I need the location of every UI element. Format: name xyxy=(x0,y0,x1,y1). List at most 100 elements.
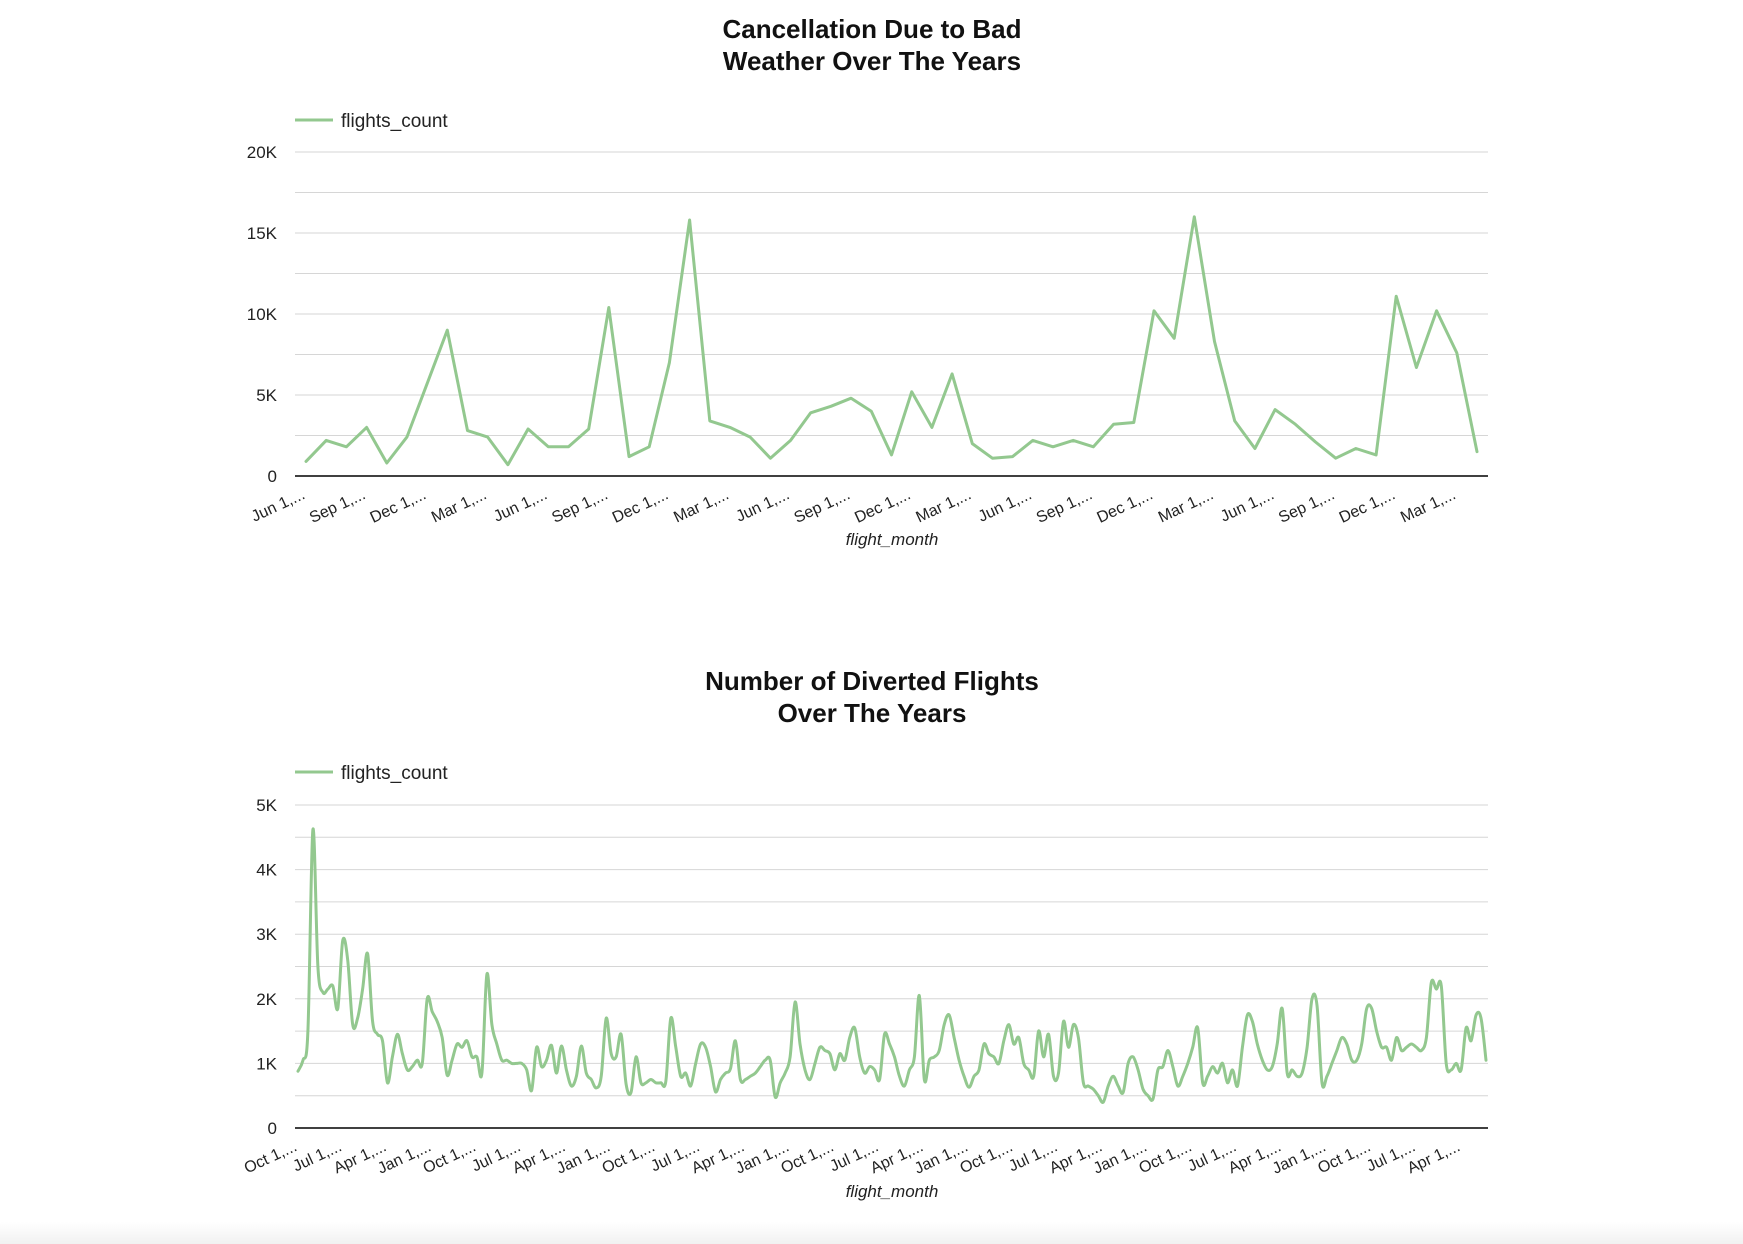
data-point[interactable] xyxy=(1333,455,1339,461)
data-point[interactable] xyxy=(862,1070,868,1076)
chart-legend[interactable]: flights_count xyxy=(295,111,448,132)
data-point[interactable] xyxy=(1175,1083,1181,1089)
data-point[interactable] xyxy=(628,1090,634,1096)
data-point[interactable] xyxy=(966,1084,972,1090)
data-point[interactable] xyxy=(1232,418,1238,424)
data-point[interactable] xyxy=(1483,1057,1489,1063)
data-point[interactable] xyxy=(817,1044,823,1050)
series-line-flights-count[interactable] xyxy=(304,215,1479,467)
data-point[interactable] xyxy=(1279,1006,1285,1012)
data-point[interactable] xyxy=(414,1057,420,1063)
data-point[interactable] xyxy=(1244,1012,1250,1018)
data-point[interactable] xyxy=(961,1073,967,1079)
data-point[interactable] xyxy=(643,1080,649,1086)
data-point[interactable] xyxy=(946,1012,952,1018)
data-point[interactable] xyxy=(419,1060,425,1066)
data-point[interactable] xyxy=(1404,1044,1410,1050)
data-point[interactable] xyxy=(936,1048,942,1054)
data-point[interactable] xyxy=(1264,1067,1270,1073)
data-point[interactable] xyxy=(1070,437,1076,443)
data-point[interactable] xyxy=(404,434,410,440)
data-point[interactable] xyxy=(1339,1035,1345,1041)
data-point[interactable] xyxy=(1210,1064,1216,1070)
data-point[interactable] xyxy=(1041,1054,1047,1060)
series-line-flights-count[interactable] xyxy=(296,827,1488,1104)
data-point[interactable] xyxy=(757,1064,763,1070)
data-point[interactable] xyxy=(728,1066,734,1072)
data-point[interactable] xyxy=(1294,1073,1300,1079)
data-point[interactable] xyxy=(1195,1025,1201,1031)
data-point[interactable] xyxy=(1031,1073,1037,1079)
data-point[interactable] xyxy=(1374,1028,1380,1034)
data-point[interactable] xyxy=(708,1064,714,1070)
data-point[interactable] xyxy=(1474,449,1480,455)
data-point[interactable] xyxy=(424,996,430,1002)
data-point[interactable] xyxy=(1151,308,1157,314)
data-point[interactable] xyxy=(464,1038,470,1044)
data-point[interactable] xyxy=(951,1035,957,1041)
data-point[interactable] xyxy=(323,437,329,443)
data-point[interactable] xyxy=(549,1042,555,1048)
data-point[interactable] xyxy=(1292,421,1298,427)
data-point[interactable] xyxy=(1080,1080,1086,1086)
data-point[interactable] xyxy=(474,1054,480,1060)
data-point[interactable] xyxy=(989,455,995,461)
data-point[interactable] xyxy=(797,1041,803,1047)
data-point[interactable] xyxy=(300,1057,306,1063)
data-point[interactable] xyxy=(1075,1035,1081,1041)
data-point[interactable] xyxy=(583,1070,589,1076)
data-point[interactable] xyxy=(524,1067,530,1073)
data-point[interactable] xyxy=(1299,1070,1305,1076)
data-point[interactable] xyxy=(767,455,773,461)
data-point[interactable] xyxy=(525,426,531,432)
data-point[interactable] xyxy=(350,1022,356,1028)
data-point[interactable] xyxy=(1036,1028,1042,1034)
data-point[interactable] xyxy=(812,1060,818,1066)
data-point[interactable] xyxy=(889,452,895,458)
data-point[interactable] xyxy=(1468,1038,1474,1044)
data-point[interactable] xyxy=(355,1015,361,1021)
data-point[interactable] xyxy=(489,1022,495,1028)
data-point[interactable] xyxy=(1155,1067,1161,1073)
data-point[interactable] xyxy=(1030,437,1036,443)
data-point[interactable] xyxy=(485,434,491,440)
data-point[interactable] xyxy=(544,1057,550,1063)
data-point[interactable] xyxy=(867,1064,873,1070)
data-point[interactable] xyxy=(1274,1041,1280,1047)
data-point[interactable] xyxy=(909,389,915,395)
data-point[interactable] xyxy=(1413,365,1419,371)
data-point[interactable] xyxy=(1373,452,1379,458)
data-point[interactable] xyxy=(906,1067,912,1073)
data-point[interactable] xyxy=(1478,1015,1484,1021)
data-point[interactable] xyxy=(1259,1057,1265,1063)
data-point[interactable] xyxy=(911,1054,917,1060)
data-point[interactable] xyxy=(1313,439,1319,445)
data-point[interactable] xyxy=(887,1041,893,1047)
data-point[interactable] xyxy=(1314,1002,1320,1008)
data-point[interactable] xyxy=(742,1077,748,1083)
data-point[interactable] xyxy=(788,437,794,443)
data-point[interactable] xyxy=(1021,1060,1027,1066)
data-point[interactable] xyxy=(1329,1060,1335,1066)
data-point[interactable] xyxy=(718,1077,724,1083)
data-point[interactable] xyxy=(578,1043,584,1049)
data-point[interactable] xyxy=(343,444,349,450)
data-point[interactable] xyxy=(1393,293,1399,299)
data-point[interactable] xyxy=(1369,1006,1375,1012)
data-point[interactable] xyxy=(857,1054,863,1060)
data-point[interactable] xyxy=(320,989,326,995)
data-point[interactable] xyxy=(365,951,371,957)
data-point[interactable] xyxy=(519,1060,525,1066)
data-point[interactable] xyxy=(1249,1018,1255,1024)
data-point[interactable] xyxy=(956,1057,962,1063)
data-point[interactable] xyxy=(1463,1025,1469,1031)
data-point[interactable] xyxy=(608,1051,614,1057)
data-point[interactable] xyxy=(648,1077,654,1083)
data-point[interactable] xyxy=(1066,1044,1072,1050)
data-point[interactable] xyxy=(1319,1080,1325,1086)
data-point[interactable] xyxy=(568,1083,574,1089)
data-point[interactable] xyxy=(1454,350,1460,356)
data-point[interactable] xyxy=(325,986,331,992)
data-point[interactable] xyxy=(603,1015,609,1021)
data-point[interactable] xyxy=(822,1048,828,1054)
